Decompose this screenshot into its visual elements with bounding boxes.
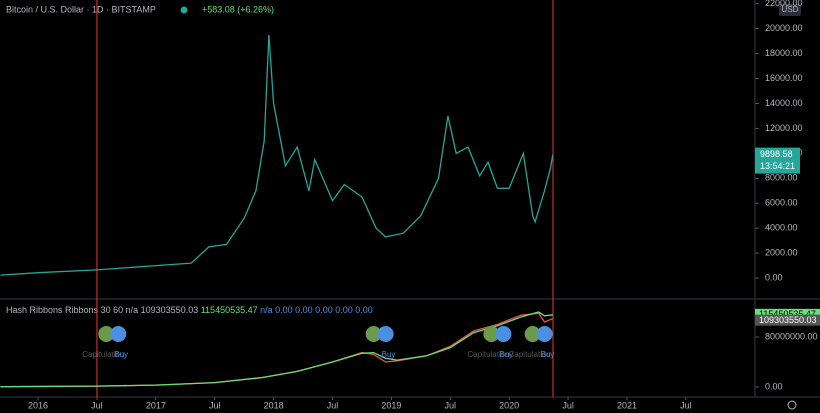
capitulation-dot — [365, 326, 382, 342]
countdown: 13:54:21 — [760, 161, 795, 171]
y-tick-label: 4000.00 — [765, 223, 798, 233]
series-line — [0, 311, 553, 388]
x-tick-label: 2017 — [146, 400, 166, 410]
readout-part: 109303550.03 — [141, 305, 199, 315]
capitulation-dot — [98, 326, 115, 342]
x-tick-label: Jul — [327, 400, 339, 410]
value-tag — [755, 308, 820, 320]
y-tick-label: 12000.00 — [765, 123, 803, 133]
x-tick-label: Jul — [562, 400, 574, 410]
value-tag-label: 109303550.03 — [759, 315, 817, 325]
buy-label: Buy — [499, 350, 513, 359]
y-tick-label: 14000.00 — [765, 98, 803, 108]
y-tick-label: 80000000.00 — [765, 331, 818, 341]
y-tick-label: 20000.00 — [765, 23, 803, 33]
capitulation-dot — [524, 326, 541, 342]
readout-part: Hash Ribbons — [6, 305, 63, 315]
price-tag — [755, 147, 800, 174]
indicator-header: Hash Ribbons Ribbons 30 60 n/a 109303550… — [6, 305, 373, 315]
series-line — [0, 34, 554, 276]
buy-label: Buy — [541, 350, 555, 359]
y-tick-label: 18000.00 — [765, 48, 803, 58]
price-change: +583.08 (+6.26%) — [202, 4, 274, 14]
value-tag — [755, 314, 820, 326]
y-tick-label: 22000.00 — [765, 0, 803, 8]
buy-dot — [536, 326, 553, 342]
x-tick-label: 2018 — [264, 400, 284, 410]
readout-part: Ribbons 30 60 — [65, 305, 123, 315]
currency-label: USD — [782, 5, 799, 14]
readout-part: n/a 0.00 0.00 0.00 0.00 0.00 — [260, 305, 373, 315]
x-tick-label: Jul — [209, 400, 221, 410]
capitulation-dot — [483, 326, 500, 342]
buy-label: Buy — [382, 350, 396, 359]
y-tick-label: 6000.00 — [765, 198, 798, 208]
x-tick-label: 2020 — [499, 400, 519, 410]
x-tick-label: Jul — [445, 400, 457, 410]
readout-part: 115450535.47 — [201, 305, 258, 315]
capitulation-label: Capitulation — [82, 350, 124, 359]
y-tick-label: 2000.00 — [765, 247, 798, 257]
value-tag-label: 115450535.47 — [759, 309, 816, 319]
price-tag-label: 9898.58 — [760, 149, 793, 159]
x-tick-label: 2016 — [28, 400, 48, 410]
capitulation-label: Capitulation — [509, 350, 551, 359]
y-tick-label: 16000.00 — [765, 73, 803, 83]
y-tick-label: 0.00 — [765, 272, 783, 282]
capitulation-label: Capitulation — [467, 350, 509, 359]
indicator-readout: Hash Ribbons Ribbons 30 60 n/a 109303550… — [6, 305, 373, 315]
x-tick-label: Jul — [680, 400, 692, 410]
readout-part: n/a — [126, 305, 139, 315]
x-tick-label: Jul — [91, 400, 103, 410]
y-tick-label: 0.00 — [765, 381, 783, 391]
buy-label: Buy — [114, 350, 128, 359]
x-tick-label: 2019 — [381, 400, 401, 410]
buy-dot — [377, 326, 394, 342]
symbol-title: Bitcoin / U.S. Dollar · 1D · BITSTAMP — [6, 4, 156, 14]
x-tick-label: 2021 — [617, 400, 637, 410]
y-tick-label: 8000.00 — [765, 173, 798, 183]
status-dot — [180, 6, 188, 14]
buy-dot — [495, 326, 512, 342]
settings-icon[interactable] — [787, 400, 797, 410]
buy-dot — [110, 326, 127, 342]
currency-button[interactable] — [779, 4, 801, 16]
